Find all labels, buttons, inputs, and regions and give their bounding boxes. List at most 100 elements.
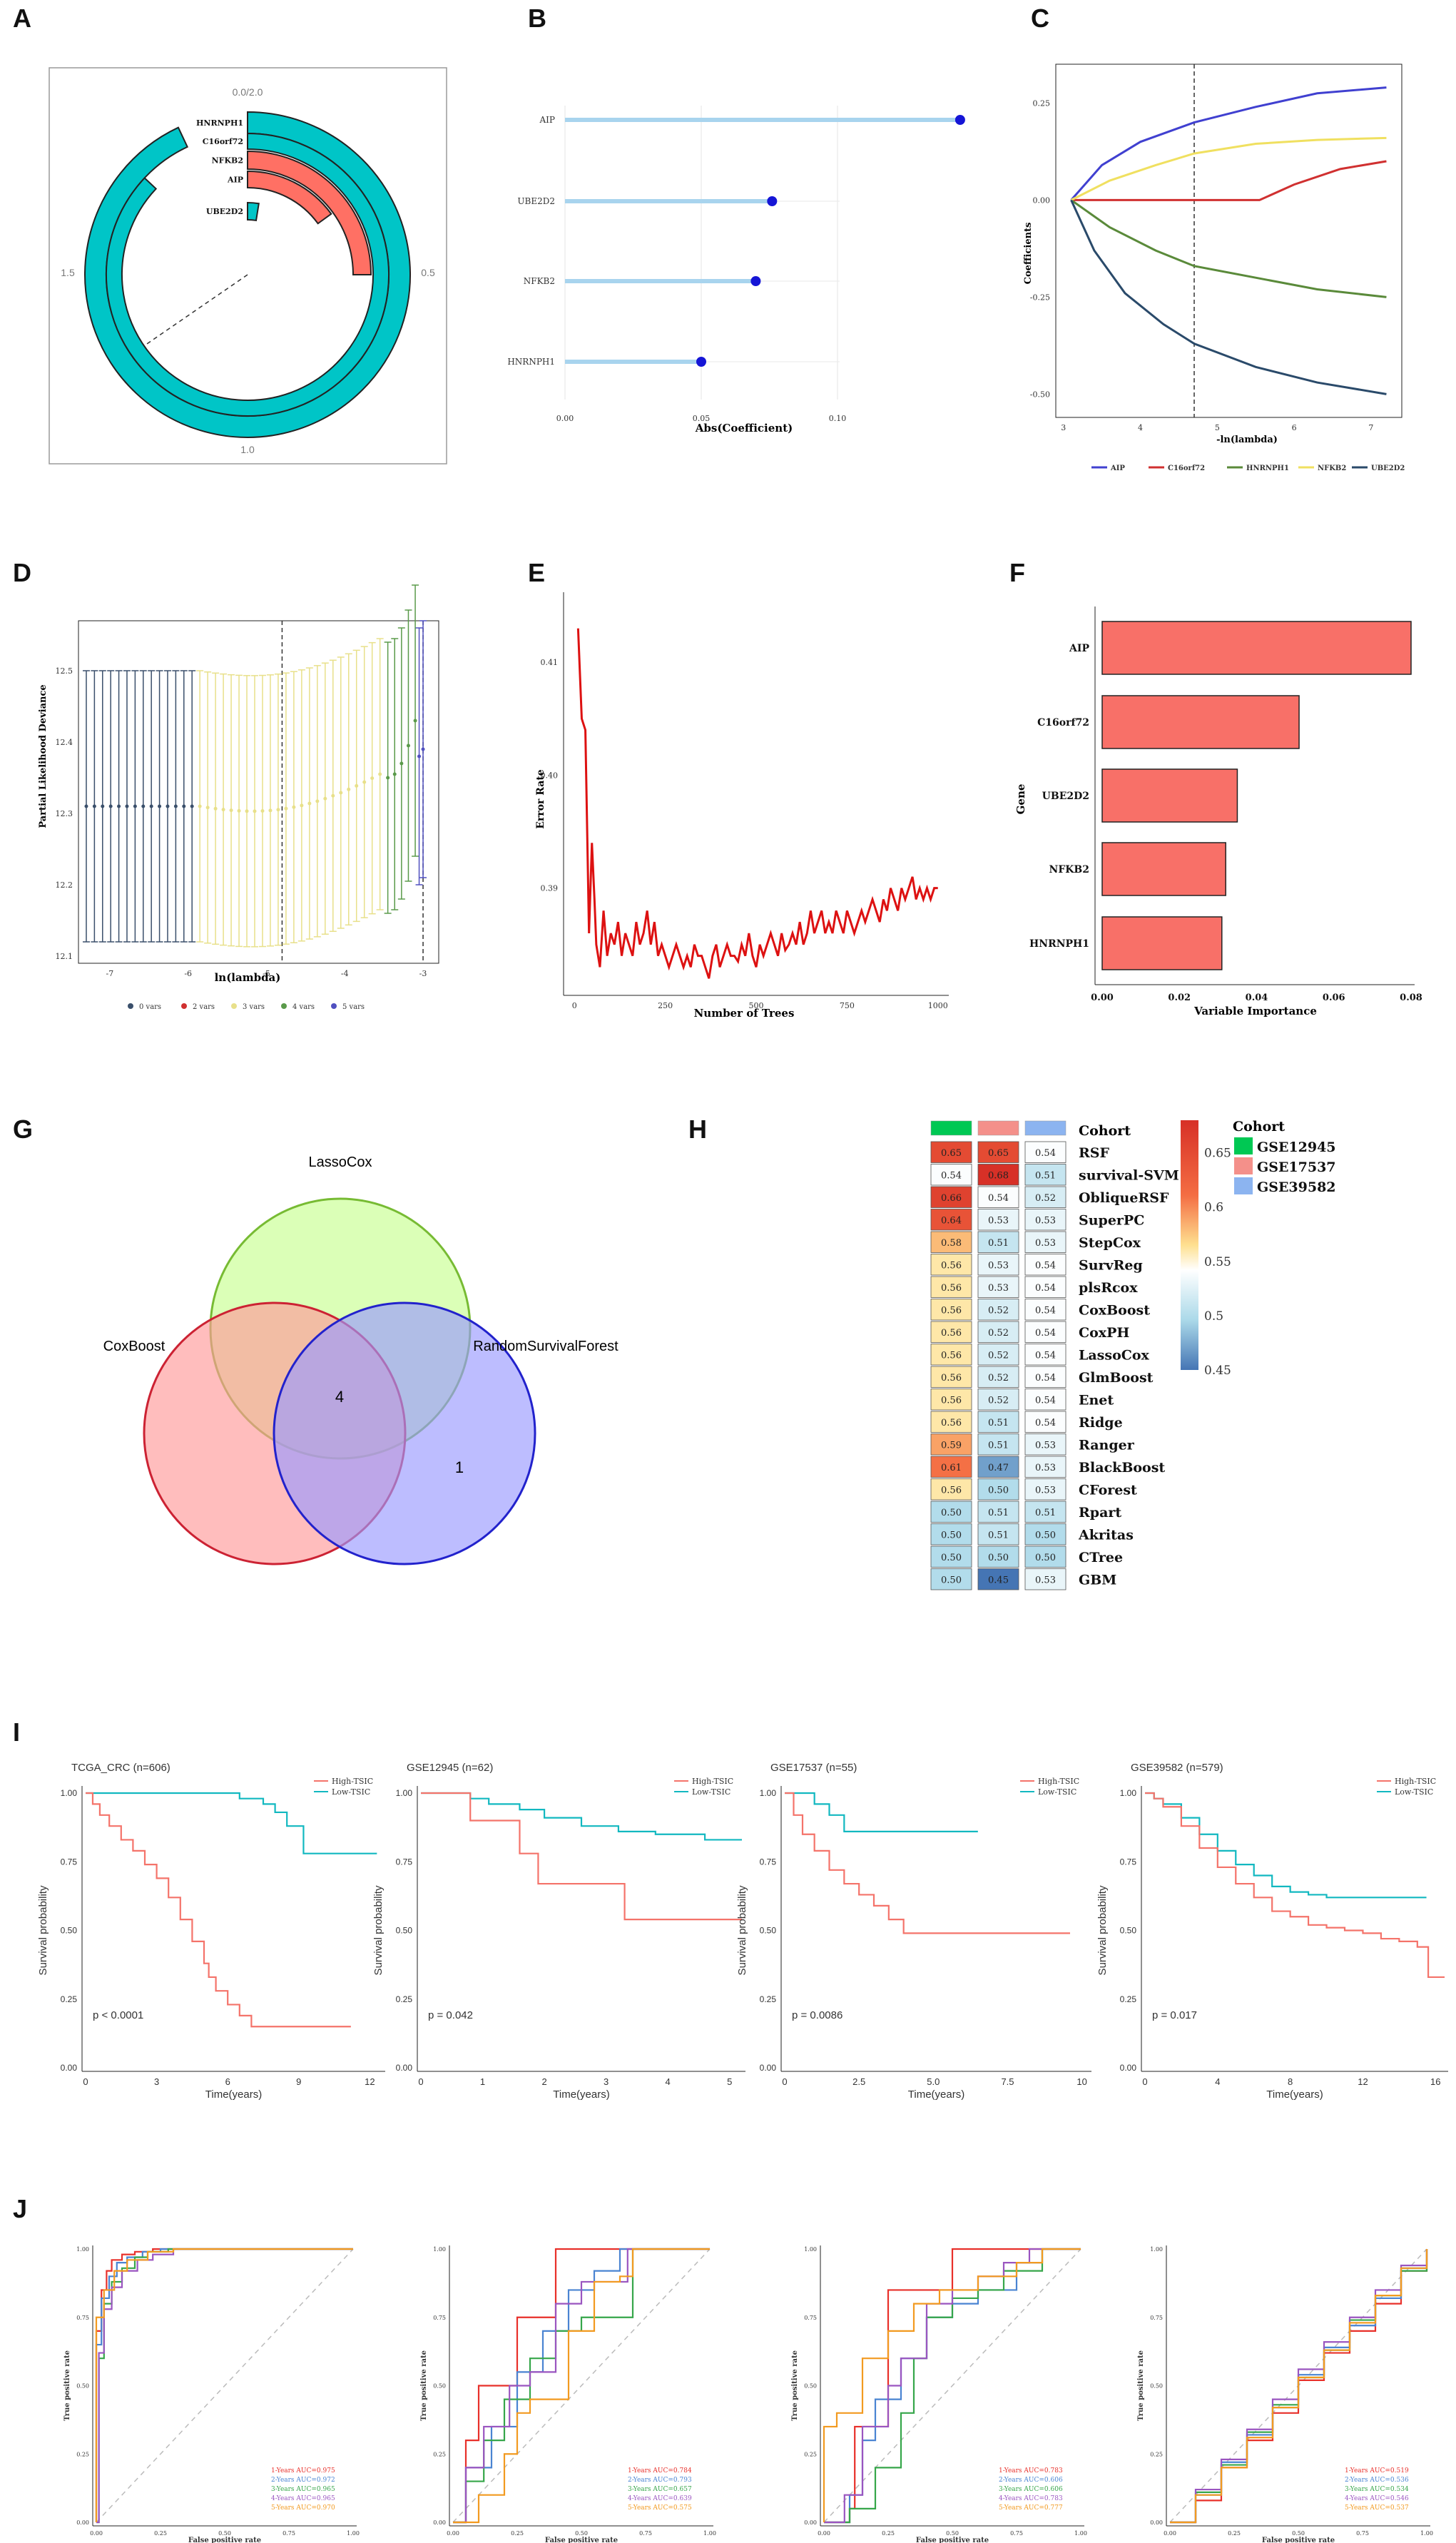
heatmap-row-label: CTree <box>1079 1550 1123 1565</box>
km-ytick: 0.00 <box>1120 2063 1137 2073</box>
radial-gene-label: AIP <box>227 176 243 185</box>
cv-point <box>413 719 417 723</box>
panel-c-xtick: 5 <box>1215 423 1220 432</box>
km-legend-low: Low-TSIC <box>1038 1787 1076 1797</box>
panel-d-legend-label: 0 vars <box>139 1003 161 1011</box>
km-ytick: 0.75 <box>396 1857 413 1867</box>
panel-b-lollipop: AIP UBE2D2 NFKB2 HNRNPH1 0.00 0.05 0.10 <box>507 106 965 423</box>
heatmap-row-label: RSF <box>1079 1145 1110 1161</box>
heatmap-cell <box>1024 1545 1066 1568</box>
heatmap-cell-value: 0.52 <box>988 1373 1009 1384</box>
panel-a-top-label: 0.0/2.0 <box>233 86 263 98</box>
panel-a-right-label: 0.5 <box>421 267 435 278</box>
heatmap-cell-value: 0.50 <box>1035 1530 1056 1540</box>
importance-bar-label: NFKB2 <box>1049 864 1089 875</box>
cv-point <box>406 743 410 748</box>
cv-point <box>260 809 265 813</box>
panel-d-legend-label: 3 vars <box>243 1003 265 1011</box>
km-ytick: 1.00 <box>1120 1788 1137 1798</box>
heatmap-cell-value: 0.51 <box>988 1508 1009 1518</box>
heatmap-cell <box>1024 1389 1066 1411</box>
cv-point <box>392 772 397 776</box>
heatmap-cell <box>977 1523 1019 1545</box>
heatmap-cell-value: 0.50 <box>988 1485 1009 1496</box>
km-xlabel: Time(years) <box>205 2088 262 2101</box>
km-ytick: 1.00 <box>760 1788 777 1798</box>
km-xtick: 2 <box>541 2076 546 2087</box>
roc-curve <box>453 2248 710 2524</box>
heatmap-cell-value: 0.51 <box>1035 1508 1056 1518</box>
importance-bar-ube2d2 <box>1101 768 1238 823</box>
km-legend-high: High-TSIC <box>1395 1777 1436 1786</box>
panel-d-xtick: -3 <box>419 969 427 978</box>
cv-point <box>245 809 249 813</box>
roc-ytick: 0.25 <box>1150 2451 1163 2457</box>
km-xtick: 7.5 <box>1001 2076 1014 2087</box>
panel-c-legend-label: HNRNPH1 <box>1246 465 1289 472</box>
cv-point <box>92 804 96 808</box>
roc-xtick: 0.50 <box>575 2530 588 2537</box>
km-xtick: 1 <box>480 2076 485 2087</box>
cv-point <box>166 804 170 808</box>
cv-point <box>125 804 129 808</box>
roc-ytick: 0.75 <box>76 2315 89 2321</box>
heatmap-cohort-legend: GSE12945 GSE17537 GSE39582 <box>1234 1137 1336 1195</box>
heatmap-cell-value: 0.54 <box>1035 1373 1056 1384</box>
km-xlabel: Time(years) <box>908 2088 964 2101</box>
heatmap-cell <box>930 1231 972 1253</box>
roc-ytick: 0.75 <box>804 2315 817 2321</box>
km-ytick: 1.00 <box>396 1788 413 1798</box>
roc-auc-label: 3-Years AUC=0.965 <box>271 2486 335 2493</box>
colorbar-tick: 0.65 <box>1204 1147 1231 1161</box>
heatmap-cell <box>1024 1186 1066 1208</box>
km-xtick: 5 <box>727 2076 732 2087</box>
venn-rsf-circle <box>273 1301 536 1565</box>
km-ytick: 0.75 <box>61 1857 78 1867</box>
cohort-legend-label: GSE12945 <box>1257 1139 1336 1155</box>
km-ylabel: Survival probability <box>1096 1885 1109 1975</box>
panel-e-xtick: 250 <box>658 1001 673 1010</box>
km-curve-low <box>785 1792 978 1832</box>
km-ytick: 0.50 <box>760 1926 777 1936</box>
heatmap-cell-value: 0.56 <box>941 1350 962 1361</box>
roc-xtick: 0.50 <box>946 2530 959 2537</box>
lollipop-dot <box>767 196 778 206</box>
radial-gene-label: HNRNPH1 <box>196 118 243 128</box>
cv-point <box>355 783 359 788</box>
km-curve-low <box>86 1792 377 1854</box>
cv-point <box>399 761 404 766</box>
km-ytick: 0.25 <box>1120 1994 1137 2004</box>
heatmap-cell-value: 0.52 <box>1035 1193 1056 1204</box>
radial-bar-ube2d2 <box>247 201 260 222</box>
roc-ytick: 0.25 <box>433 2451 446 2457</box>
panel-d-legend-label: 2 vars <box>193 1003 215 1011</box>
roc-ytick: 1.00 <box>1150 2246 1163 2253</box>
km-xtick: 0 <box>782 2076 787 2087</box>
heatmap-cell <box>930 1478 972 1501</box>
heatmap-cell-value: 0.56 <box>941 1305 962 1316</box>
km-curve-high <box>421 1792 742 1921</box>
heatmap-cell <box>977 1478 1019 1501</box>
heatmap-cell <box>1024 1411 1066 1433</box>
heatmap-row-label: survival-SVM <box>1079 1167 1179 1183</box>
km-ylabel: Survival probability <box>372 1885 385 1975</box>
panel-c-ytick: 0.00 <box>1033 196 1051 205</box>
roc-ytick: 1.00 <box>433 2246 446 2253</box>
heatmap-cell-value: 0.56 <box>941 1328 962 1339</box>
cv-point <box>331 793 335 798</box>
roc-xtick: 1.00 <box>1420 2530 1433 2537</box>
cv-point <box>386 776 390 780</box>
heatmap-legend-title: Cohort <box>1233 1119 1285 1135</box>
heatmap-cell-value: 0.53 <box>988 1215 1009 1226</box>
panel-f-xtick: 0.08 <box>1400 993 1422 1003</box>
km-ytick: 0.50 <box>61 1926 78 1936</box>
km-ytick: 0.50 <box>396 1926 413 1936</box>
km-ytick: 0.50 <box>1120 1926 1137 1936</box>
venn-coxboost-label: CoxBoost <box>103 1339 166 1354</box>
roc-xtick: 1.00 <box>1074 2530 1087 2537</box>
importance-bar-c16orf72 <box>1101 695 1300 749</box>
heatmap-cell-value: 0.51 <box>988 1238 1009 1249</box>
panel-d-xlabel: ln(lambda) <box>215 971 281 984</box>
heatmap-cell-value: 0.61 <box>941 1463 962 1473</box>
heatmap-cell-value: 0.54 <box>1035 1418 1056 1428</box>
